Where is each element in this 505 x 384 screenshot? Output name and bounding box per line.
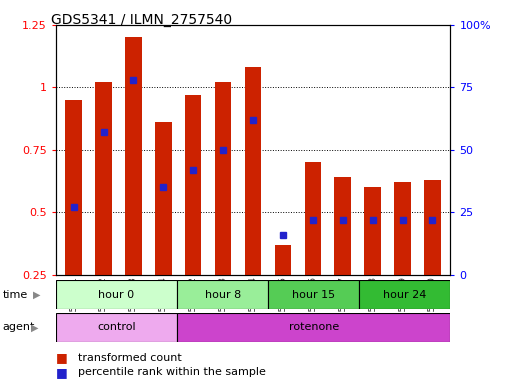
Bar <box>244 67 261 275</box>
Bar <box>185 95 201 275</box>
Text: rotenone: rotenone <box>288 322 338 333</box>
Text: agent: agent <box>3 322 35 333</box>
Bar <box>155 122 171 275</box>
Bar <box>334 177 350 275</box>
Bar <box>65 100 82 275</box>
Bar <box>364 187 380 275</box>
Text: time: time <box>3 290 28 300</box>
Bar <box>56 280 177 309</box>
Bar <box>423 180 440 275</box>
Bar <box>274 245 290 275</box>
Text: hour 24: hour 24 <box>382 290 426 300</box>
Text: GDS5341 / ILMN_2757540: GDS5341 / ILMN_2757540 <box>50 13 231 27</box>
Bar <box>393 182 410 275</box>
Text: hour 15: hour 15 <box>291 290 335 300</box>
Text: ■: ■ <box>56 351 67 364</box>
Text: transformed count: transformed count <box>78 353 182 363</box>
Bar <box>268 280 359 309</box>
Bar <box>95 82 112 275</box>
Bar <box>359 280 449 309</box>
Bar <box>56 313 177 342</box>
Text: percentile rank within the sample: percentile rank within the sample <box>78 367 266 377</box>
Text: ▶: ▶ <box>33 290 40 300</box>
Text: hour 8: hour 8 <box>204 290 240 300</box>
Text: hour 0: hour 0 <box>98 290 134 300</box>
Bar <box>304 162 320 275</box>
Bar <box>177 313 449 342</box>
Bar <box>215 82 231 275</box>
Bar <box>125 38 141 275</box>
Text: ■: ■ <box>56 366 67 379</box>
Text: control: control <box>97 322 135 333</box>
Text: ▶: ▶ <box>31 322 39 333</box>
Bar <box>177 280 268 309</box>
